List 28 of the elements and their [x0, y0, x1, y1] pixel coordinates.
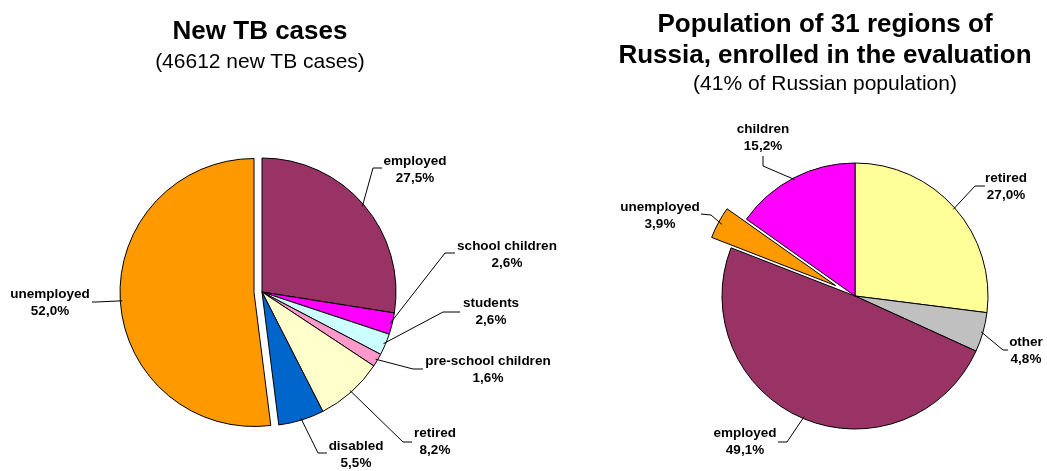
slice-label: retired: [984, 170, 1028, 185]
data-label: 49,1%: [725, 442, 765, 457]
data-label: 1,6%: [472, 370, 504, 385]
slice-label: disabled: [328, 438, 384, 453]
chart-title: New TB cases: [171, 15, 349, 46]
slice-label: children: [736, 121, 790, 136]
slice-label: unemployed: [10, 286, 90, 301]
slice-label: retired: [413, 425, 457, 440]
data-label: 8,2%: [419, 442, 451, 457]
slice-label: unemployed: [620, 199, 700, 214]
chart-subtitle: (41% of Russian population): [692, 71, 958, 95]
slice-label: school children: [457, 238, 557, 253]
data-label: 2,6%: [491, 255, 523, 270]
slice-label: employed: [383, 153, 447, 168]
data-label: 27,5%: [395, 170, 435, 185]
data-label: 15,2%: [743, 138, 783, 153]
slice-label: other: [1009, 334, 1044, 349]
data-label: 4,8%: [1010, 351, 1042, 366]
data-label: 27,0%: [986, 187, 1026, 202]
data-label: 5,5%: [340, 455, 372, 470]
slice-label: students: [462, 295, 520, 310]
chart-subtitle: (46612 new TB cases): [154, 49, 366, 73]
chart-title: Population of 31 regions of Russia, enrolled in the evaluation: [617, 8, 1033, 70]
data-label: 3,9%: [644, 216, 676, 231]
slice-label: pre-school children: [425, 353, 551, 368]
slice-label: employed: [713, 425, 777, 440]
data-label: 52,0%: [30, 303, 70, 318]
data-label: 2,6%: [475, 312, 507, 327]
